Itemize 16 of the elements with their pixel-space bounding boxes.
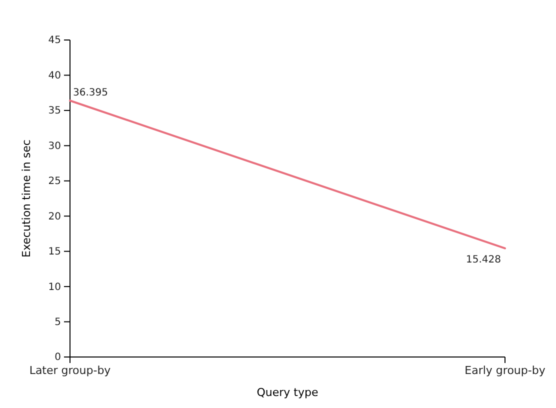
x-tick-label: Early group-by <box>464 364 546 377</box>
data-label: 36.395 <box>73 88 108 99</box>
y-tick-label: 20 <box>48 211 61 222</box>
y-tick-label: 5 <box>54 316 61 328</box>
y-tick-label: 10 <box>48 282 61 293</box>
x-axis-title: Query type <box>256 386 318 399</box>
y-tick-label: 25 <box>48 176 61 188</box>
y-tick-label: 0 <box>54 352 61 364</box>
y-tick-label: 40 <box>48 70 61 82</box>
y-tick-label: 30 <box>48 140 61 152</box>
y-axis-title: Execution time in sec <box>20 140 33 258</box>
x-tick-label: Later group-by <box>29 364 112 377</box>
y-tick-label: 35 <box>48 106 61 117</box>
y-tick-label: 15 <box>48 246 61 258</box>
data-label: 15.428 <box>466 254 501 266</box>
y-tick-label: 45 <box>48 35 61 46</box>
